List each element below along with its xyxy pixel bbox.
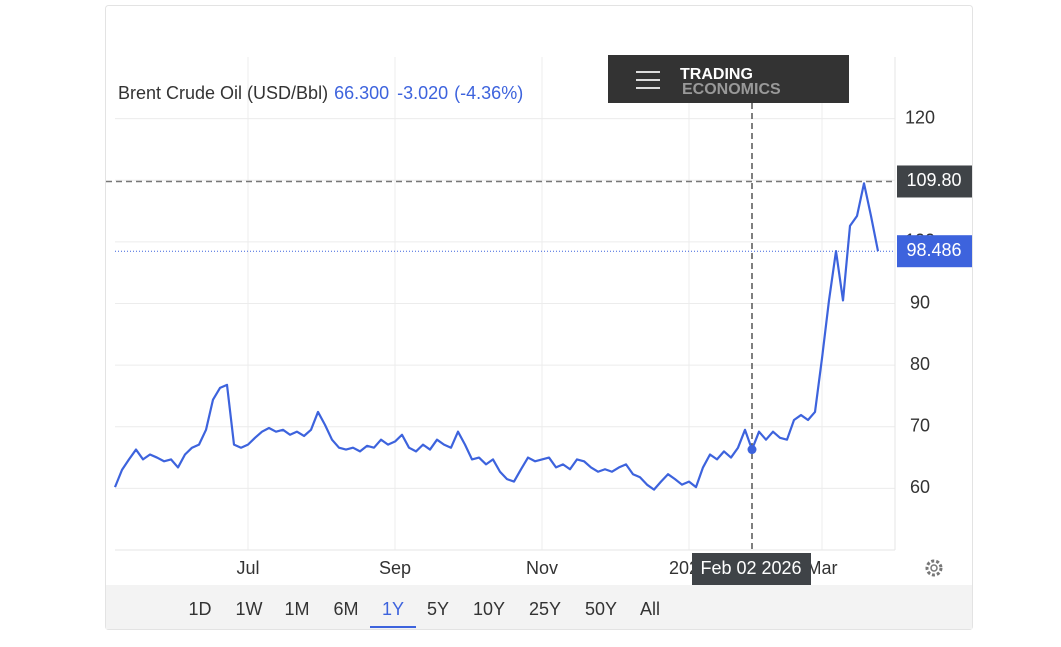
logo-text: ECONOMICS [682,81,781,98]
logo[interactable]: TRADING ECONOMICS [608,55,849,103]
change: -3.020 [397,83,448,103]
range-button[interactable]: 10Y [473,599,505,619]
range-button[interactable]: 1Y [382,599,404,619]
range-button[interactable]: 1W [236,599,263,619]
y-tick-label: 70 [910,416,930,436]
crosshair-date: Feb 02 2026 [700,558,801,578]
crosshair-box [897,165,972,198]
x-tick-label: Mar [807,558,838,578]
range-button[interactable]: 5Y [427,599,449,619]
x-tick-label: Jul [236,558,259,578]
header: Brent Crude Oil (USD/Bbl) 66.300 -3.020 (-4… [118,83,523,103]
y-tick-label: 60 [910,477,930,497]
crosshair-label: 109.80 [906,170,961,190]
range-button[interactable]: 50Y [585,599,617,619]
y-tick-label: 90 [910,292,930,312]
crosshair-point [747,445,757,455]
range-bar [106,585,972,629]
range-button[interactable]: All [640,599,660,619]
last-value-label: 98.486 [906,240,961,260]
y-tick-label: 80 [910,354,930,374]
menu-icon [636,71,660,89]
range-button[interactable]: 25Y [529,599,561,619]
change-pct: (-4.36%) [454,83,523,103]
grid [115,57,895,550]
card [105,5,973,630]
x-tick-label: Sep [379,558,411,578]
range-button[interactable]: 6M [333,599,358,619]
range-button[interactable]: 1M [284,599,309,619]
range-buttons: 1D 1W 1M 6M 1Y 5Y 10Y 25Y 50Y All [188,599,660,628]
settings-icon[interactable] [925,559,943,577]
price: 66.300 [334,83,389,103]
x-tick-label: Nov [526,558,558,578]
y-tick-label: 120 [905,107,935,127]
logo-text: TRADING [680,66,753,83]
instrument: Brent Crude Oil (USD/Bbl) [118,83,328,103]
crosshair-date-box [692,553,811,585]
range-button[interactable]: 1D [188,599,211,619]
last-value-box [897,235,972,268]
